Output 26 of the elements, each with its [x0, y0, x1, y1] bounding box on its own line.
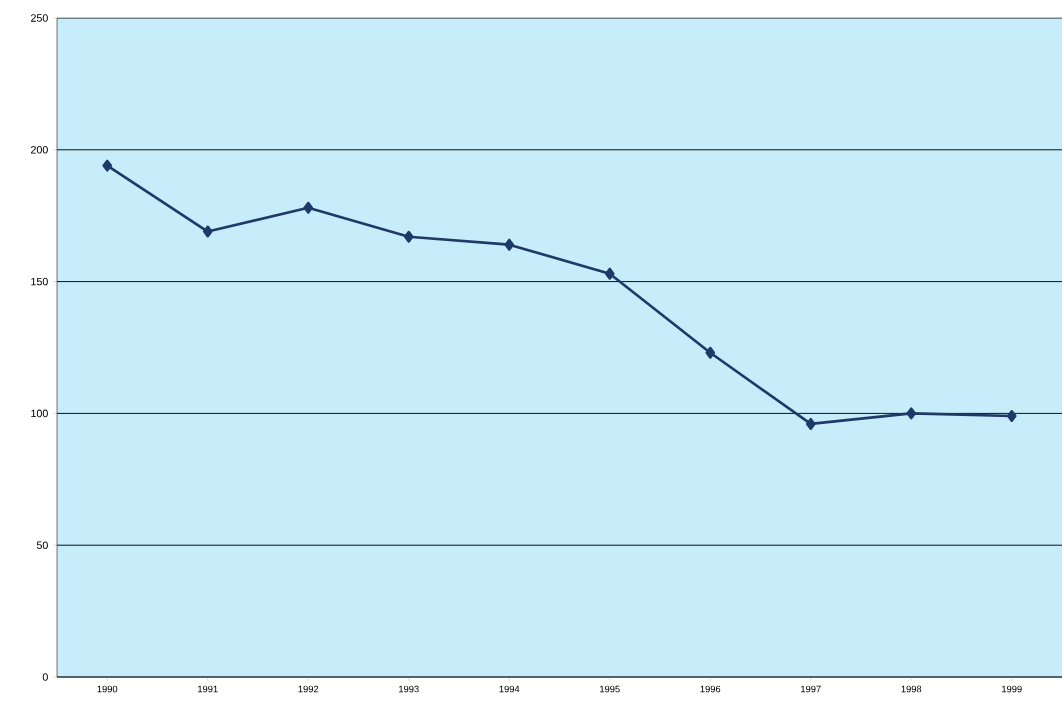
x-tick-label: 1992	[298, 685, 319, 693]
point	[303, 201, 314, 214]
point	[604, 267, 615, 280]
point	[1006, 410, 1017, 423]
x-tick-label: 1995	[600, 685, 620, 693]
y-tick-label: 150	[31, 277, 48, 286]
point	[906, 407, 917, 420]
x-tick-label: 1994	[499, 685, 520, 693]
point	[202, 225, 213, 238]
point	[705, 346, 716, 359]
x-tick-label: 1998	[901, 685, 922, 693]
x-tick-label: 1991	[198, 685, 218, 693]
y-tick-label: 50	[36, 541, 48, 549]
point	[403, 230, 414, 243]
point	[504, 238, 515, 251]
point	[102, 159, 113, 172]
x-tick-label: 1999	[1002, 685, 1022, 693]
y-tick-label: 200	[31, 146, 48, 154]
x-tick-label: 1996	[700, 685, 721, 693]
point	[805, 417, 816, 430]
y-tick-label: 100	[31, 409, 48, 418]
y-tick-label: 0	[42, 673, 48, 681]
x-tick-label: 1997	[801, 685, 821, 693]
x-tick-label: 1993	[399, 685, 419, 693]
x-tick-label: 1990	[97, 685, 118, 693]
y-tick-label: 250	[31, 14, 48, 22]
